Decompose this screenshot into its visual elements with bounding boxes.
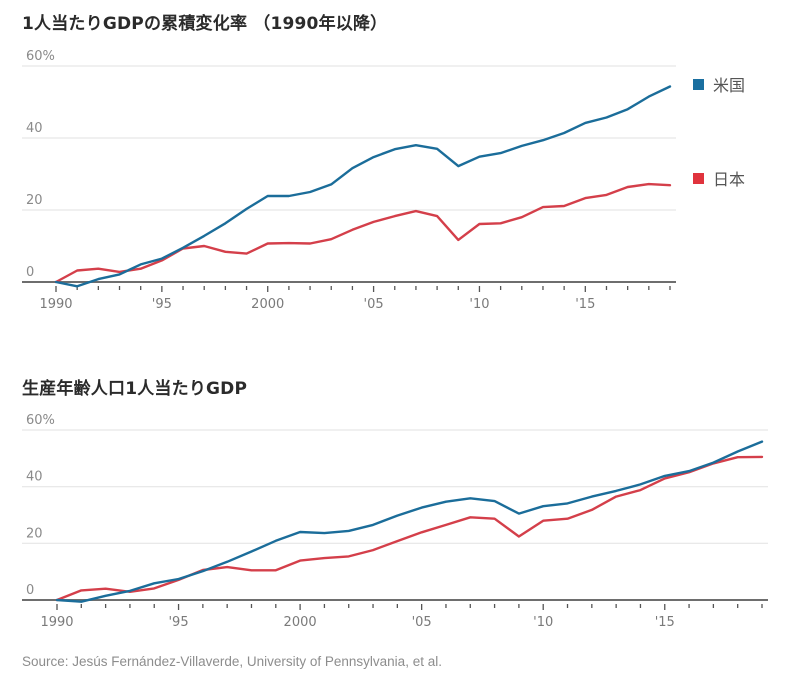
chart-1-ytick-label-60: 60% [26,49,55,64]
chart-2-xtick-label-2015: '15 [655,615,675,630]
chart-2-xtick-label-1990: 1990 [40,615,73,630]
legend-item-us: 米国 [693,72,745,96]
chart-2-title: 生産年齢人口1人当たりGDP [22,379,248,399]
chart-1-title: 1人当たりGDPの累積変化率 （1990年以降） [22,14,388,34]
chart-2-series-us-line [55,440,764,603]
chart-2-ytick-label-0: 0 [26,583,34,598]
chart-1-per-capita-gdp: 0 20 40 60% 1990 '95 2000 '05 '10 '15 [22,49,676,312]
chart-1-xtick-label-2015: '15 [575,297,595,312]
chart-2-ytick-label-60: 60% [26,413,55,428]
legend-item-japan: 日本 [693,166,745,190]
chart-2-ytick-label-40: 40 [26,470,43,485]
legend-swatch-japan [693,172,704,184]
chart-2-working-age-gdp: 0 20 40 60% 1990 '95 2000 '05 '10 '15 [22,413,768,630]
chart-1-series-us-line [54,85,672,288]
chart-2-xtick-label-2005: '05 [412,615,432,630]
chart-2-xtick-label-1995: '95 [168,615,188,630]
chart-1-series-japan-line [54,182,672,284]
chart-1-xtick-label-2010: '10 [469,297,489,312]
chart-1-xtick-label-1990: 1990 [39,297,72,312]
chart-1-xtick-label-1995: '95 [152,297,172,312]
legend-label-japan: 日本 [713,170,746,189]
chart-1-xtick-label-2005: '05 [364,297,384,312]
chart-1-ytick-label-0: 0 [26,265,34,280]
chart-1-xtick-label-2000: 2000 [251,297,284,312]
legend-swatch-us [693,78,704,90]
legend-label-us: 米国 [713,76,746,95]
chart-1-ytick-label-20: 20 [26,193,43,208]
chart-2-xtick-label-2000: 2000 [284,615,317,630]
chart-2-series-japan-line [55,455,764,602]
chart-1-ytick-label-40: 40 [26,121,43,136]
chart-2-xtick-label-2010: '10 [533,615,553,630]
chart-2-ytick-label-20: 20 [26,526,43,541]
source-note: Source: Jesús Fernández-Villaverde, Univ… [22,654,442,669]
